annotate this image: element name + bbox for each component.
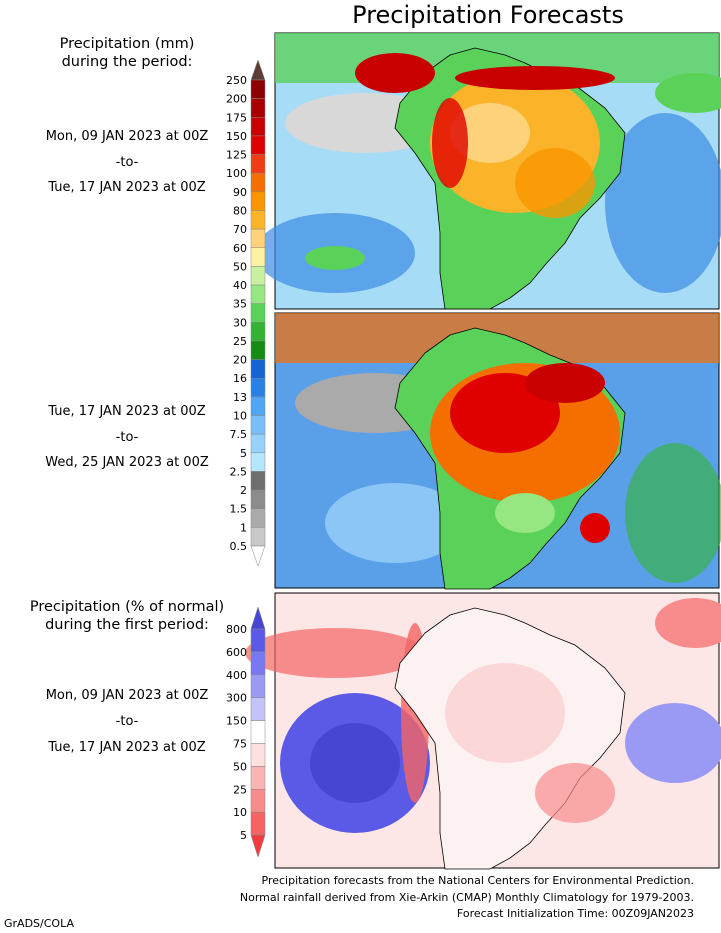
colorbar-cell <box>250 191 266 211</box>
map-panel-3 <box>245 592 721 870</box>
header-line: during the first period: <box>45 617 209 633</box>
colorbar-cell <box>250 743 266 767</box>
credit: GrADS/COLA <box>4 917 74 930</box>
colorbar-cell <box>250 340 266 360</box>
colorbar-cell <box>250 98 266 118</box>
footer: Precipitation forecasts from the Nationa… <box>4 874 694 930</box>
colorbar-label: 50 <box>233 260 247 273</box>
colorbar-label: 13 <box>233 391 247 404</box>
map-panel-1 <box>255 32 721 310</box>
colorbar-label: 90 <box>233 186 247 199</box>
footer-line: Precipitation forecasts from the Nationa… <box>262 874 695 887</box>
colorbar-label: 50 <box>233 760 247 773</box>
colorbar-cell <box>250 154 266 174</box>
date-label: Tue, 17 JAN 2023 at 00Z <box>47 740 205 755</box>
colorbar-label: 10 <box>233 410 247 423</box>
colorbar-cap <box>250 59 266 81</box>
colorbar-cell <box>250 697 266 721</box>
colorbar-cell <box>250 471 266 491</box>
colorbar-cell <box>250 172 266 193</box>
colorbar-cell <box>250 228 266 249</box>
footer-line: Normal rainfall derived from Xie-Arkin (… <box>240 891 694 904</box>
colorbar-label: 0.5 <box>230 540 248 553</box>
date-label: -to- <box>116 430 139 445</box>
colorbar-cell <box>250 720 266 744</box>
colorbar-label: 5 <box>240 829 247 842</box>
colorbar-label: 7.5 <box>230 428 248 441</box>
colorbar-cell <box>250 489 266 509</box>
colorbar-label: 20 <box>233 354 247 367</box>
colorbar-label: 600 <box>226 646 247 659</box>
left-labels: Precipitation (mm) during the period: Mo… <box>30 36 224 755</box>
colorbar-cap <box>250 545 266 567</box>
colorbar-cell <box>250 117 266 137</box>
colorbar-label: 1.5 <box>230 503 248 516</box>
colorbar-cell <box>250 247 266 267</box>
colorbar-cell <box>250 628 266 653</box>
colorbar-label: 300 <box>226 692 247 705</box>
colorbar-cell <box>250 79 266 99</box>
colorbar-label: 16 <box>233 372 247 385</box>
colorbar-cell <box>250 322 266 342</box>
colorbar-cell <box>250 527 266 547</box>
colorbar-label: 175 <box>226 111 247 124</box>
colorbar-cell <box>250 396 266 416</box>
date-label: Tue, 17 JAN 2023 at 00Z <box>47 180 205 195</box>
colorbar-label: 30 <box>233 316 247 329</box>
colorbar-label: 800 <box>226 623 247 636</box>
colorbar-cap <box>250 606 266 630</box>
colorbar-cap <box>250 834 266 858</box>
colorbar-label: 75 <box>233 738 247 751</box>
colorbar-label: 250 <box>226 74 247 87</box>
colorbar-cell <box>250 508 266 528</box>
title: Precipitation Forecasts <box>352 1 624 29</box>
colorbar-cell <box>250 303 266 323</box>
colorbar-cell <box>250 266 266 286</box>
colorbar-cell <box>250 284 266 304</box>
date-label: Mon, 09 JAN 2023 at 00Z <box>46 688 209 703</box>
colorbar-cell <box>250 210 266 230</box>
colorbar-label: 1 <box>240 521 247 534</box>
colorbar-label: 400 <box>226 669 247 682</box>
colorbar-cell <box>250 811 266 836</box>
colorbar-label: 70 <box>233 223 247 236</box>
colorbar-label: 25 <box>233 783 247 796</box>
date-label: Wed, 25 JAN 2023 at 00Z <box>45 455 209 470</box>
header-line: Precipitation (mm) <box>60 36 195 52</box>
colorbar-cell <box>250 789 266 813</box>
colorbar-cell <box>250 135 266 155</box>
colorbar-label: 10 <box>233 806 247 819</box>
colorbar-cell <box>250 651 266 676</box>
header-line: Precipitation (% of normal) <box>30 599 224 615</box>
colorbar-label: 60 <box>233 242 247 255</box>
colorbar-label: 150 <box>226 715 247 728</box>
colorbar-cell <box>250 377 266 398</box>
colorbar-cell <box>250 415 266 435</box>
colorbar-label: 100 <box>226 167 247 180</box>
colorbar-cell <box>250 433 266 454</box>
date-label: Mon, 09 JAN 2023 at 00Z <box>46 129 209 144</box>
colorbar-cell <box>250 674 266 698</box>
map-panel-2 <box>274 312 721 590</box>
colorbar-label: 2.5 <box>230 465 248 478</box>
colorbar-label: 200 <box>226 93 247 106</box>
header-line: during the period: <box>62 54 193 70</box>
colorbar-label: 80 <box>233 204 247 217</box>
date-label: Tue, 17 JAN 2023 at 00Z <box>47 404 205 419</box>
colorbar-cell <box>250 359 266 379</box>
date-label: -to- <box>116 155 139 170</box>
date-label: -to- <box>116 714 139 729</box>
colorbar-label: 5 <box>240 447 247 460</box>
colorbar-label: 40 <box>233 279 247 292</box>
colorbar-label: 35 <box>233 298 247 311</box>
colorbar-label: 2 <box>240 484 247 497</box>
colorbar-label: 150 <box>226 130 247 143</box>
colorbar-cell <box>250 766 266 790</box>
colorbar-cell <box>250 452 266 472</box>
colorbar-label: 25 <box>233 335 247 348</box>
colorbar-label: 125 <box>226 149 247 162</box>
footer-line: Forecast Initialization Time: 00Z09JAN20… <box>457 907 694 920</box>
